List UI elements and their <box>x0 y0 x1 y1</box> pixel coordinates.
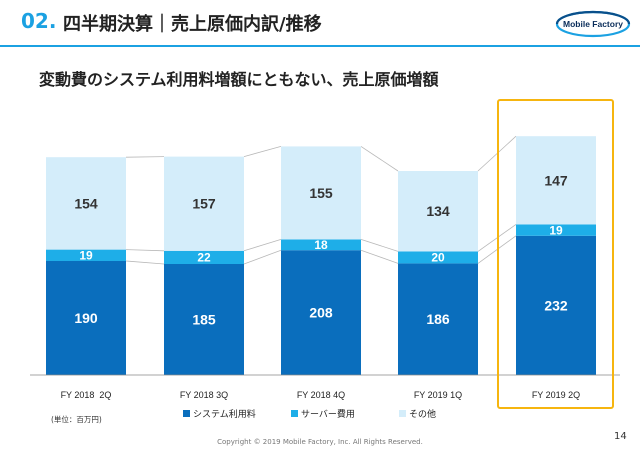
data-label: 19 <box>79 249 93 263</box>
category-label: FY 2018 2Q <box>61 390 112 400</box>
data-label: 157 <box>192 196 216 212</box>
page-number: 14 <box>614 431 627 442</box>
data-label: 19 <box>549 223 563 237</box>
bar-segment <box>164 264 244 375</box>
bar-segment <box>281 250 361 375</box>
highlight-frame <box>497 99 614 409</box>
data-label: 155 <box>309 185 333 201</box>
section-number: 02. <box>21 9 57 33</box>
data-label: 154 <box>74 195 98 211</box>
header-divider <box>0 45 640 47</box>
bar-segment <box>516 235 596 375</box>
data-label: 18 <box>314 238 328 252</box>
bar-segment <box>398 263 478 375</box>
bar-segment <box>516 136 596 225</box>
connector-line <box>125 156 165 158</box>
connector-line <box>243 249 282 265</box>
bar-segment <box>516 224 596 236</box>
bar-segment <box>281 146 361 240</box>
company-logo: Mobile Factory <box>555 10 631 38</box>
header: 02. 四半期決算｜売上原価内訳/推移 Mobile Factory <box>0 0 640 44</box>
bar-segment <box>46 249 126 261</box>
data-label: 208 <box>309 305 333 321</box>
data-label: 232 <box>544 297 568 313</box>
category-label: FY 2018 3Q <box>180 390 228 400</box>
legend-label: その他 <box>409 408 436 420</box>
category-label: FY 2018 4Q <box>297 390 345 400</box>
page-title: 四半期決算｜売上原価内訳/推移 <box>63 14 322 35</box>
bar-segment <box>281 239 361 251</box>
data-label: 20 <box>431 251 445 265</box>
data-label: 185 <box>192 312 216 328</box>
data-label: 186 <box>426 311 450 327</box>
legend-swatch <box>291 410 298 417</box>
chart-subtitle: 変動費のシステム利用料増額にともない、売上原価増額 <box>39 70 439 89</box>
bar-segment <box>164 156 244 251</box>
bar-segment <box>164 250 244 264</box>
bar-segment <box>46 261 126 375</box>
connector-line <box>243 146 282 157</box>
legend-swatch <box>183 410 190 417</box>
category-label: FY 2019 1Q <box>414 390 462 400</box>
bar-segment <box>398 171 478 252</box>
unit-note: (単位：百万円) <box>51 415 102 424</box>
copyright: Copyright © 2019 Mobile Factory, Inc. Al… <box>217 438 423 446</box>
category-label: FY 2019 2Q <box>532 390 580 400</box>
legend-label: システム利用料 <box>193 408 256 420</box>
data-label: 147 <box>544 172 568 188</box>
legend-swatch <box>399 410 406 417</box>
legend-label: サーバー費用 <box>301 408 355 420</box>
svg-text:Mobile Factory: Mobile Factory <box>563 19 623 29</box>
connector-line <box>125 260 165 265</box>
connector-line <box>125 249 165 252</box>
connector-line <box>360 249 399 264</box>
bar-segment <box>46 157 126 250</box>
data-label: 190 <box>74 310 98 326</box>
bar-segment <box>398 251 478 264</box>
connector-line <box>360 239 399 252</box>
data-label: 134 <box>426 203 450 219</box>
connector-line <box>360 146 399 172</box>
connector-line <box>243 239 282 252</box>
data-label: 22 <box>197 251 211 265</box>
